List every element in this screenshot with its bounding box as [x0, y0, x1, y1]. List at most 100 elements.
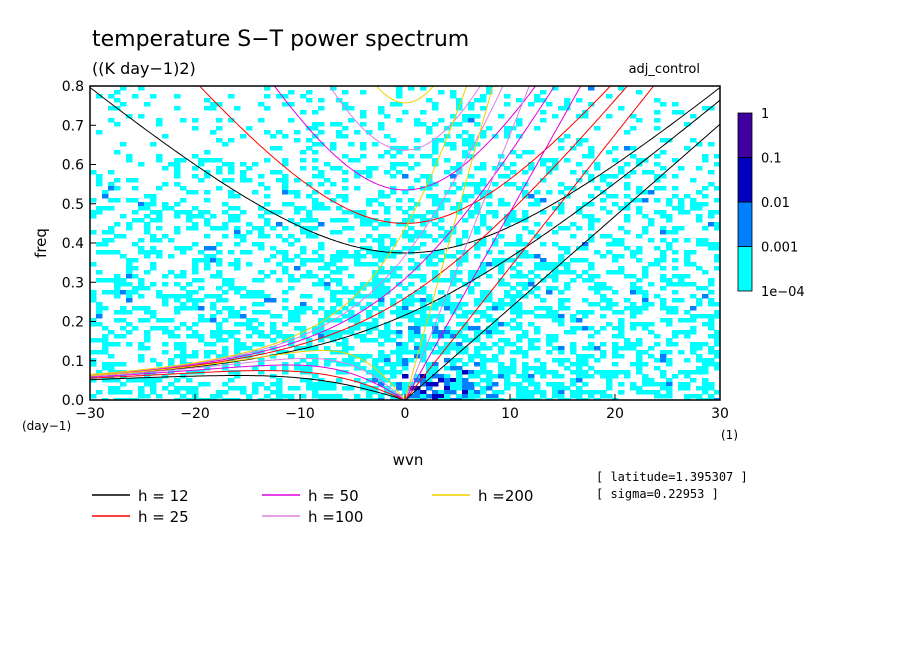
power-cell — [162, 298, 169, 303]
power-cell — [606, 94, 613, 99]
power-cell — [150, 246, 157, 251]
power-cell — [414, 330, 421, 335]
power-cell — [204, 294, 211, 299]
power-cell — [384, 358, 391, 363]
power-cell — [528, 194, 535, 199]
power-cell — [408, 314, 415, 319]
power-cell — [156, 158, 163, 163]
power-cell — [264, 294, 271, 299]
power-cell — [126, 290, 133, 295]
power-cell — [210, 226, 217, 231]
power-cell — [276, 222, 283, 227]
power-cell — [438, 226, 445, 231]
power-cell — [630, 286, 637, 291]
power-cell — [432, 254, 439, 259]
power-cell — [660, 166, 667, 171]
power-cell — [582, 278, 589, 283]
power-cell — [690, 350, 697, 355]
power-cell — [234, 214, 241, 219]
power-cell — [312, 382, 319, 387]
power-cell — [186, 214, 193, 219]
power-cell — [378, 282, 385, 287]
power-cell — [606, 306, 613, 311]
power-cell — [402, 374, 409, 379]
power-cell — [420, 122, 427, 127]
power-cell — [414, 322, 421, 327]
power-cell — [300, 302, 307, 307]
power-cell — [480, 238, 487, 243]
rossby-curve — [90, 357, 406, 400]
power-cell — [264, 202, 271, 207]
power-cell — [474, 202, 481, 207]
power-cell — [564, 98, 571, 103]
power-cell — [378, 366, 385, 371]
power-cell — [570, 330, 577, 335]
power-cell — [186, 246, 193, 251]
power-cell — [222, 202, 229, 207]
power-cell — [360, 142, 367, 147]
power-cell — [708, 314, 715, 319]
power-cell — [624, 162, 631, 167]
power-cell — [198, 250, 205, 255]
power-cell — [354, 170, 361, 175]
power-cell — [240, 170, 247, 175]
power-cell — [126, 270, 133, 275]
power-cell — [282, 366, 289, 371]
power-cell — [342, 358, 349, 363]
power-cell — [576, 206, 583, 211]
power-cell — [354, 334, 361, 339]
power-cell — [306, 218, 313, 223]
power-cell — [156, 394, 163, 399]
power-cell — [276, 262, 283, 267]
power-cell — [474, 246, 481, 251]
power-cell — [612, 326, 619, 331]
power-cell — [258, 242, 265, 247]
power-cell — [600, 298, 607, 303]
power-cell — [450, 386, 457, 391]
power-cell — [198, 214, 205, 219]
power-cell — [486, 298, 493, 303]
power-cell — [516, 390, 523, 395]
power-cell — [408, 326, 415, 331]
power-cell — [138, 358, 145, 363]
power-cell — [102, 338, 109, 343]
power-cell — [558, 298, 565, 303]
power-cell — [504, 94, 511, 99]
power-cell — [330, 386, 337, 391]
power-cell — [162, 282, 169, 287]
power-cell — [588, 366, 595, 371]
power-cell — [408, 282, 415, 287]
power-cell — [360, 222, 367, 227]
power-cell — [636, 206, 643, 211]
power-cell — [396, 358, 403, 363]
power-cell — [456, 242, 463, 247]
power-cell — [570, 186, 577, 191]
power-cell — [588, 238, 595, 243]
power-cell — [258, 174, 265, 179]
power-cell — [354, 286, 361, 291]
power-cell — [462, 346, 469, 351]
power-cell — [186, 226, 193, 231]
power-cell — [198, 334, 205, 339]
power-cell — [516, 338, 523, 343]
power-cell — [420, 306, 427, 311]
power-cell — [666, 382, 673, 387]
power-cell — [198, 158, 205, 163]
power-cell — [288, 258, 295, 263]
power-cell — [474, 114, 481, 119]
power-cell — [684, 262, 691, 267]
power-cell — [414, 234, 421, 239]
power-cell — [114, 290, 121, 295]
power-cell — [558, 270, 565, 275]
power-cell — [690, 114, 697, 119]
power-cell — [558, 202, 565, 207]
power-cell — [588, 274, 595, 279]
power-cell — [108, 386, 115, 391]
power-cell — [324, 310, 331, 315]
power-cell — [468, 102, 475, 107]
power-cell — [498, 262, 505, 267]
power-cell — [606, 234, 613, 239]
power-cell — [288, 386, 295, 391]
power-cell — [150, 94, 157, 99]
power-cell — [468, 290, 475, 295]
